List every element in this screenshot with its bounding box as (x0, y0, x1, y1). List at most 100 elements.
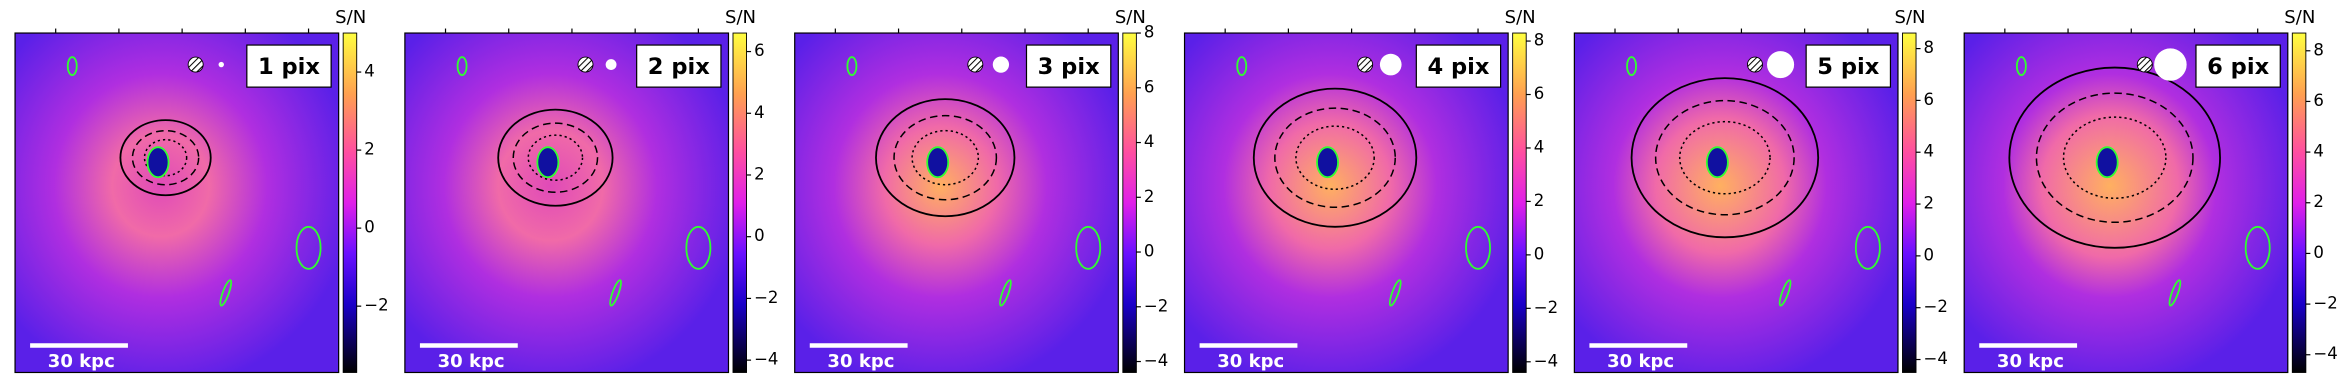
contour (2035, 92, 2194, 224)
beam-hatched (2136, 56, 2153, 73)
label-box (1025, 44, 1112, 88)
galaxy (926, 146, 950, 179)
panel-label: 4 pix (1427, 54, 1489, 80)
colorbar-label: S/N (1894, 7, 1925, 28)
panel-label: 1 pix (258, 54, 320, 80)
panel-label: 5 pix (1817, 54, 1879, 80)
colorbar (732, 32, 747, 373)
label-box (1805, 44, 1892, 88)
colorbar (1902, 32, 1917, 373)
contour (911, 129, 980, 186)
colorbar-tick-label: 2 (2313, 192, 2324, 211)
colorbar-tick-label: 0 (1534, 244, 1545, 263)
colorbar-tick-label: −4 (2313, 344, 2337, 363)
colorbar (342, 32, 358, 373)
contour (1274, 107, 1397, 209)
colorbar-tick-label: 0 (364, 218, 375, 237)
colorbar-tick-label: −2 (1534, 298, 1558, 317)
panel-label: 2 pix (648, 54, 710, 80)
scale-bar-label: 30 kpc (1997, 351, 2064, 372)
label-box (636, 44, 722, 88)
beam-hatched (967, 56, 984, 73)
contour (143, 138, 188, 177)
galaxy (456, 56, 468, 76)
galaxy (609, 279, 622, 307)
beam-size (992, 56, 1010, 73)
colorbar-tick-label: 6 (1144, 77, 1155, 96)
beam-hatched (1357, 56, 1374, 73)
colorbar-tick-label: 4 (2313, 142, 2324, 161)
label-box (1415, 44, 1502, 88)
colorbar-label: S/N (335, 7, 366, 28)
galaxy (2095, 146, 2119, 179)
beam-size (218, 61, 224, 68)
beam-size (1767, 51, 1795, 79)
colorbar-tick-label: 6 (2313, 91, 2324, 110)
sn-map (14, 32, 340, 374)
scale-bar-label: 30 kpc (48, 351, 115, 372)
colorbar-tick-label: 0 (1144, 242, 1155, 261)
scale-bar-label: 30 kpc (1217, 351, 1284, 372)
galaxy (1705, 146, 1729, 179)
colorbar-tick-label: −4 (754, 350, 778, 369)
panel-label: 3 pix (1038, 54, 1100, 80)
sn-map (1573, 32, 1899, 374)
contour (1654, 99, 1795, 216)
colorbar-tick-label: 0 (754, 226, 765, 245)
beam-size (605, 59, 617, 70)
contour (527, 134, 584, 181)
beam-hatched (1747, 56, 1763, 73)
galaxy (999, 279, 1012, 307)
colorbar-tick-label: 0 (1924, 245, 1935, 264)
colorbar-tick-label: 8 (1534, 31, 1545, 50)
galaxy (1626, 56, 1637, 76)
beam-hatched (187, 56, 204, 73)
colorbar-tick-label: −2 (1924, 297, 1948, 316)
sn-map (794, 32, 1119, 374)
contour (497, 108, 614, 207)
colorbar-tick-label: 6 (1924, 90, 1935, 109)
sn-map (1963, 32, 2289, 374)
contour (1678, 120, 1771, 195)
colorbar (2291, 32, 2307, 373)
colorbar-tick-label: 6 (754, 41, 765, 60)
colorbar-tick-label: 0 (2313, 243, 2324, 262)
colorbar-tick-label: 2 (1924, 194, 1935, 213)
colorbar (1512, 32, 1527, 373)
colorbar-tick-label: −2 (1144, 296, 1168, 315)
contour (1252, 87, 1418, 228)
galaxy (1465, 225, 1491, 270)
galaxy (66, 56, 78, 76)
contour (2062, 116, 2167, 200)
scale-bar-label: 30 kpc (827, 351, 894, 372)
colorbar-label: S/N (725, 7, 756, 28)
panel-label: 6 pix (2207, 54, 2269, 80)
colorbar-label: S/N (1505, 7, 1536, 28)
colorbar-tick-label: 4 (754, 103, 765, 122)
sn-map (404, 32, 730, 374)
colorbar-tick-label: −2 (364, 296, 388, 315)
galaxy (2168, 279, 2182, 307)
label-box (2195, 44, 2281, 88)
galaxy (219, 279, 233, 307)
galaxy (1075, 225, 1102, 270)
galaxy (1854, 225, 1881, 270)
colorbar-tick-label: −4 (1144, 351, 1168, 370)
galaxy (1388, 279, 1402, 307)
contour (1295, 125, 1375, 190)
colorbar-tick-label: 4 (1144, 132, 1155, 151)
scale-bar-label: 30 kpc (438, 351, 505, 372)
colorbar-tick-label: 8 (2313, 40, 2324, 59)
contour (875, 98, 1016, 218)
colorbar-tick-label: 8 (1144, 23, 1155, 42)
colorbar-tick-label: 6 (1534, 84, 1545, 103)
beam-hatched (577, 56, 594, 73)
colorbar-label: S/N (2284, 7, 2315, 28)
colorbar-tick-label: 2 (754, 164, 765, 183)
colorbar-tick-label: 4 (1534, 137, 1545, 156)
colorbar-tick-label: −4 (1924, 349, 1948, 368)
galaxy (536, 146, 560, 179)
contour (2008, 66, 2221, 249)
